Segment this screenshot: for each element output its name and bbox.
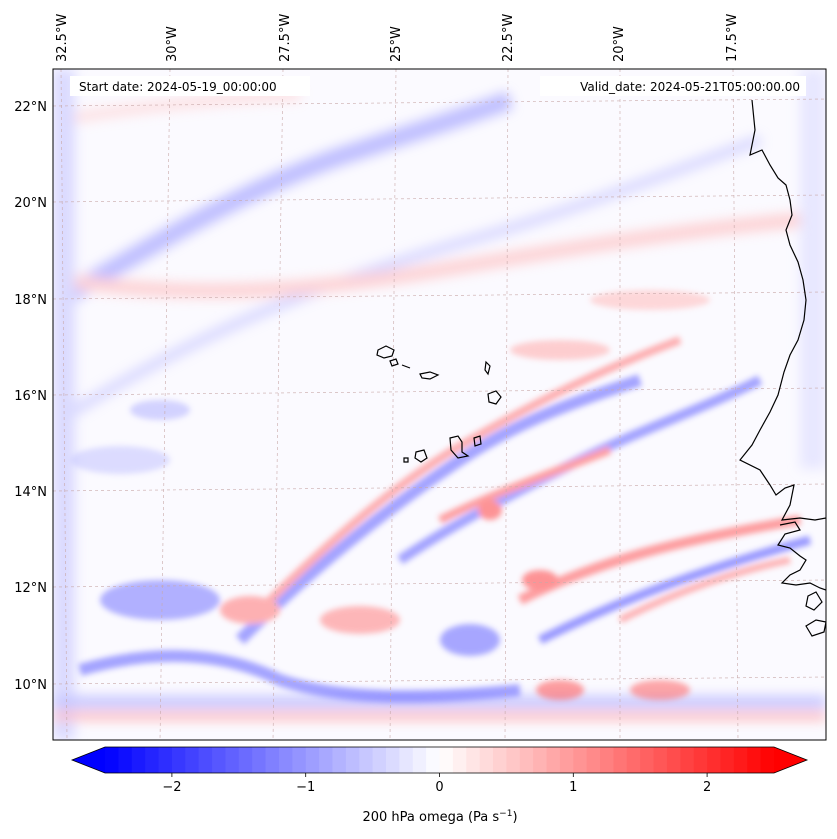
lon-tick-label: 17.5°W [725, 14, 740, 62]
lat-tick-label: 10°N [14, 678, 47, 693]
colorbar-cell [439, 747, 454, 773]
colorbar-label: 200 hPa omega (Pa s−1) [362, 809, 517, 825]
lon-tick-label: 25°W [389, 26, 404, 62]
colorbar-cell [747, 747, 762, 773]
colorbar-cell [265, 747, 280, 773]
valid-date-label: Valid_date: 2024-05-21T05:00:00.00 [580, 80, 800, 94]
graticule [53, 69, 826, 740]
colorbar-tick-label: 0 [435, 780, 443, 795]
colorbar-cell [319, 747, 334, 773]
lon-tick-label: 20°W [612, 26, 627, 62]
colorbar-cell [666, 747, 681, 773]
colorbar-cell [412, 747, 427, 773]
lat-tick-label: 18°N [14, 293, 47, 308]
colorbar-cell [385, 747, 400, 773]
colorbar-cell [693, 747, 708, 773]
lat-tick-label: 12°N [14, 581, 47, 596]
colorbar-cell [131, 747, 146, 773]
colorbar-cell [359, 747, 374, 773]
colorbar-cell [466, 747, 481, 773]
colorbar-cell [506, 747, 521, 773]
lat-tick-label: 20°N [14, 196, 47, 211]
colorbar-tick-label: 1 [569, 780, 577, 795]
colorbar-cell [345, 747, 360, 773]
colorbar-tick-label: −1 [296, 780, 315, 795]
colorbar-cell [238, 747, 253, 773]
colorbar-cell [733, 747, 748, 773]
colorbar-cell [586, 747, 601, 773]
colorbar-cell [185, 747, 200, 773]
lat-tick-label: 14°N [14, 485, 47, 500]
colorbar-cell [292, 747, 307, 773]
lon-tick-label: 30°W [165, 26, 180, 62]
colorbar-cell [479, 747, 494, 773]
coastline-africa [739, 99, 826, 637]
longitude-ticks: 32.5°W 30°W 27.5°W 25°W 22.5°W 20°W 17.5… [55, 14, 740, 62]
colorbar-cell [105, 747, 119, 773]
colorbar-cell [426, 747, 441, 773]
colorbar-cell [626, 747, 641, 773]
map-frame [52, 68, 827, 741]
start-date-box [70, 76, 310, 96]
colorbar-cell [332, 747, 347, 773]
colorbar-outline [70, 746, 809, 774]
colorbar-ticks: −2 −1 0 1 2 [162, 773, 711, 795]
lon-tick-label: 32.5°W [55, 14, 70, 62]
colorbar-extend-min [72, 747, 105, 773]
colorbar-cell [707, 747, 722, 773]
start-date-label: Start date: 2024-05-19_00:00:00 [79, 80, 277, 94]
colorbar-cell [212, 747, 227, 773]
colorbar-cell [493, 747, 507, 773]
lon-tick-label: 22.5°W [501, 14, 516, 62]
colorbar-cell [640, 747, 655, 773]
omega-field [53, 69, 826, 740]
lat-tick-label: 22°N [14, 100, 47, 115]
colorbar-cell [399, 747, 414, 773]
colorbar-cell [613, 747, 628, 773]
colorbar-cell [546, 747, 561, 773]
colorbar-cell [145, 747, 160, 773]
lon-tick-label: 27.5°W [278, 14, 293, 62]
colorbar-cell [225, 747, 240, 773]
colorbar-cell [573, 747, 588, 773]
colorbar-cell [760, 747, 775, 773]
colorbar-cell [305, 747, 320, 773]
colorbar-cells [105, 747, 775, 773]
colorbar-cell [519, 747, 534, 773]
colorbar-cell [118, 747, 133, 773]
colorbar-cell [720, 747, 735, 773]
colorbar-extend-max [774, 747, 807, 773]
colorbar-cell [653, 747, 668, 773]
colorbar: −2 −1 0 1 2 200 hPa omega (Pa s−1) [70, 746, 809, 825]
colorbar-cell [252, 747, 267, 773]
colorbar-cell [278, 747, 293, 773]
valid-date-box [540, 76, 806, 96]
colorbar-cell [600, 747, 615, 773]
colorbar-cell [680, 747, 695, 773]
colorbar-cell [372, 747, 387, 773]
cape-verde-islands [376, 345, 502, 463]
colorbar-tick-label: −2 [162, 780, 181, 795]
colorbar-cell [533, 747, 548, 773]
colorbar-cell [171, 747, 186, 773]
latitude-ticks: 22°N 20°N 18°N 16°N 14°N 12°N 10°N [14, 100, 47, 693]
lat-tick-label: 16°N [14, 389, 47, 404]
colorbar-tick-label: 2 [703, 780, 711, 795]
colorbar-cell [559, 747, 574, 773]
colorbar-cell [452, 747, 467, 773]
colorbar-cell [198, 747, 213, 773]
colorbar-cell [158, 747, 173, 773]
